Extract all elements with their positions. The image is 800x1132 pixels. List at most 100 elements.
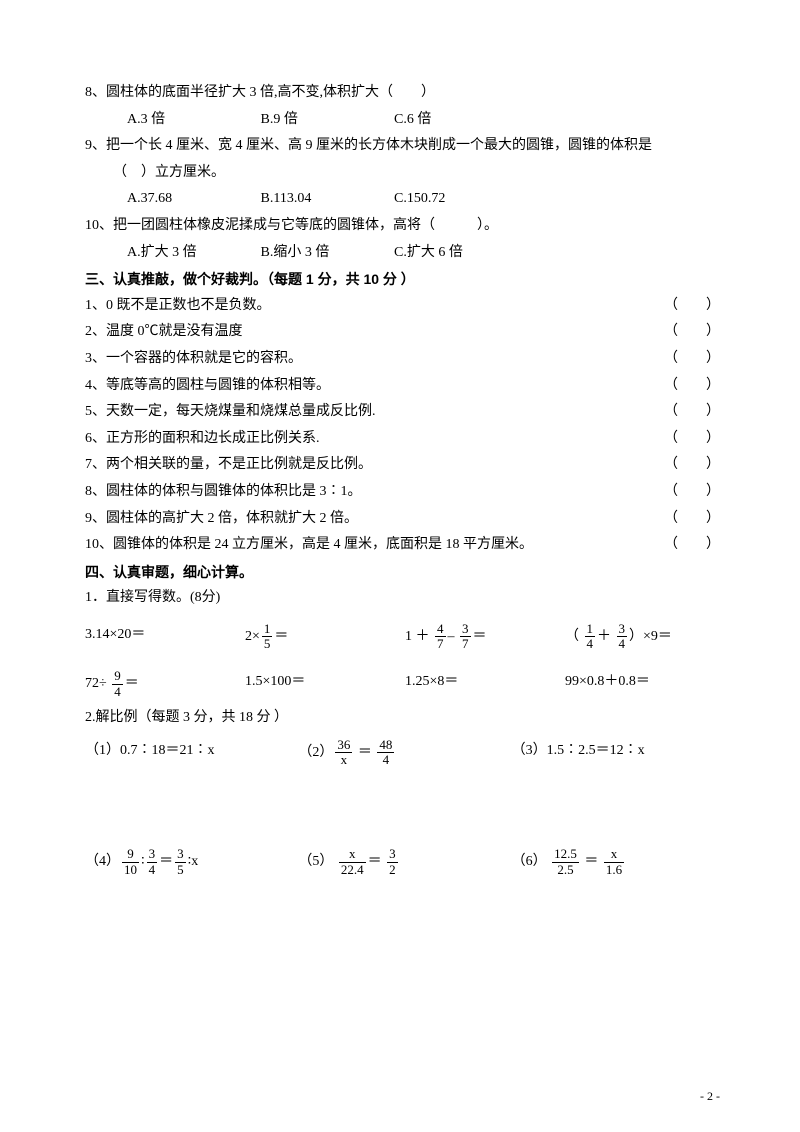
calc-text: 2× [245,629,260,644]
fraction: 94 [112,669,123,699]
fraction: x1.6 [604,847,624,877]
frac-num: 3 [617,622,628,637]
q9-text2: （ ）立方厘米。 [85,160,725,187]
fraction: 14 [585,622,596,652]
fraction: 36x [335,738,352,768]
q8-options: A.3 倍 B.9 倍 C.6 倍 [85,107,725,134]
table-row: 5、天数一定，每天烧煤量和烧煤总量成反比例.（ ） [85,399,725,426]
table-row: 8、圆柱体的体积与圆锥体的体积比是 3∶1。（ ） [85,479,725,506]
calc-4: （ 14＋ 34）×9＝ [565,622,725,652]
q9-text: 9、把一个长 4 厘米、宽 4 厘米、高 9 厘米的长方体木块削成一个最大的圆锥… [85,133,725,160]
tf-paren: （ ） [664,399,725,426]
q9-opt-c: C.150.72 [394,186,524,213]
frac-den: 1.6 [604,863,624,877]
tf-paren: （ ） [664,452,725,479]
frac-den: 2 [387,863,398,877]
fraction: x22.4 [339,847,366,877]
table-row: 4、等底等高的圆柱与圆锥的体积相等。（ ） [85,373,725,400]
calc-row1: 3.14×20＝ 2×15＝ 1 ＋ 47– 37＝ （ 14＋ 34）×9＝ [85,622,725,652]
q10-text: 10、把一团圆柱体橡皮泥揉成与它等底的圆锥体，高将（ ）。 [85,213,725,240]
fraction: 15 [262,622,273,652]
eq-text: （2） [298,745,333,760]
page-content: 8、圆柱体的底面半径扩大 3 倍,高不变,体积扩大（ ） A.3 倍 B.9 倍… [0,0,800,907]
frac-den: 10 [122,863,139,877]
frac-num: 48 [377,738,394,753]
q10-opt-b: B.缩小 3 倍 [261,240,391,267]
frac-num: 1 [262,622,273,637]
frac-den: 22.4 [339,863,366,877]
calc-6: 1.5×100＝ [245,669,405,699]
frac-num: 3 [460,622,471,637]
q9-options: A.37.68 B.113.04 C.150.72 [85,186,725,213]
frac-num: 3 [147,847,158,862]
tf-paren: （ ） [664,532,725,559]
fraction: 484 [377,738,394,768]
eq-text: ＝ [581,854,602,869]
calc-5: 72÷ 94＝ [85,669,245,699]
q8-opt-a: A.3 倍 [127,107,257,134]
eq-text: ∶ [141,854,145,869]
tf-paren: （ ） [664,346,725,373]
fraction: 910 [122,847,139,877]
tf-paren: （ ） [664,506,725,533]
q10-options: A.扩大 3 倍 B.缩小 3 倍 C.扩大 6 倍 [85,240,725,267]
table-row: 6、正方形的面积和边长成正比例关系.（ ） [85,426,725,453]
frac-num: 3 [175,847,186,862]
frac-num: 9 [112,669,123,684]
fraction: 34 [147,847,158,877]
section3-title: 三、认真推敲，做个好裁判。（每题 1 分，共 10 分 ） [85,266,725,293]
frac-den: 4 [377,753,394,767]
section4-title: 四、认真审题，细心计算。 [85,559,725,586]
tf-paren: （ ） [664,479,725,506]
calc-text: ＝ [473,629,487,644]
frac-den: x [335,753,352,767]
calc-text: ＋ [597,629,615,644]
q9-opt-a: A.37.68 [127,186,257,213]
calc-3: 1 ＋ 47– 37＝ [405,622,565,652]
tf-text: 2、温度 0℃就是没有温度 [85,319,243,346]
tf-paren: （ ） [664,293,725,320]
frac-num: 4 [435,622,446,637]
section4-1: 1．直接写得数。(8分) [85,585,725,612]
eq-row1: （1）0.7∶18＝21∶x （2）36x ＝ 484 （3）1.5∶2.5＝1… [85,738,725,768]
frac-den: 7 [460,637,471,651]
tf-paren: （ ） [664,319,725,346]
eq-text: ∶x [188,854,199,869]
fraction: 47 [435,622,446,652]
eq-4: （4）910∶34＝35∶x [85,847,298,877]
frac-den: 4 [112,685,123,699]
eq-text: ＝ [354,745,375,760]
frac-den: 5 [262,637,273,651]
eq-1: （1）0.7∶18＝21∶x [85,738,298,768]
q8-opt-b: B.9 倍 [261,107,391,134]
frac-den: 2.5 [552,863,579,877]
calc-text: 72÷ [85,676,110,691]
frac-num: x [604,847,624,862]
q10-opt-c: C.扩大 6 倍 [394,240,524,267]
calc-text: 1 ＋ [405,629,433,644]
q10-opt-a: A.扩大 3 倍 [127,240,257,267]
calc-text: ）×9＝ [629,629,672,644]
tf-text: 10、圆锥体的体积是 24 立方厘米，高是 4 厘米，底面积是 18 平方厘米。 [85,532,533,559]
eq-3: （3）1.5∶2.5＝12∶x [512,738,725,768]
page-number: - 2 - [700,1089,720,1104]
calc-7: 1.25×8＝ [405,669,565,699]
section4-2: 2.解比例（每题 3 分，共 18 分 ） [85,705,725,732]
eq-2: （2）36x ＝ 484 [298,738,511,768]
frac-num: 3 [387,847,398,862]
eq-5: （5） x22.4＝ 32 [298,847,511,877]
fraction: 37 [460,622,471,652]
fraction: 35 [175,847,186,877]
eq-text: ＝ [159,854,173,869]
calc-8: 99×0.8＋0.8＝ [565,669,725,699]
tf-paren: （ ） [664,426,725,453]
eq-text: （3）1.5∶2.5＝12∶x [512,743,645,758]
calc-text: ＝ [274,629,288,644]
calc-text: （ [565,629,583,644]
tf-list: 1、0 既不是正数也不是负数。（ ） 2、温度 0℃就是没有温度（ ） 3、一个… [85,293,725,559]
table-row: 3、一个容器的体积就是它的容积。 （ ） [85,346,725,373]
tf-text: 4、等底等高的圆柱与圆锥的体积相等。 [85,373,330,400]
table-row: 9、圆柱体的高扩大 2 倍，体积就扩大 2 倍。（ ） [85,506,725,533]
tf-text: 3、一个容器的体积就是它的容积。 [85,346,302,373]
q9-opt-b: B.113.04 [261,186,391,213]
